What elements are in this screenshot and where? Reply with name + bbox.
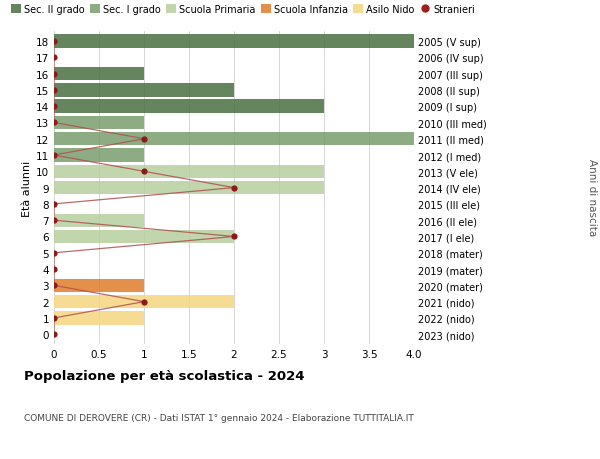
Bar xyxy=(54,295,234,308)
Text: Popolazione per età scolastica - 2024: Popolazione per età scolastica - 2024 xyxy=(24,369,305,382)
Bar xyxy=(54,230,234,244)
Y-axis label: Età alunni: Età alunni xyxy=(22,160,32,216)
Text: COMUNE DI DEROVERE (CR) - Dati ISTAT 1° gennaio 2024 - Elaborazione TUTTITALIA.I: COMUNE DI DEROVERE (CR) - Dati ISTAT 1° … xyxy=(24,413,414,422)
Legend: Sec. II grado, Sec. I grado, Scuola Primaria, Scuola Infanzia, Asilo Nido, Stran: Sec. II grado, Sec. I grado, Scuola Prim… xyxy=(11,5,475,15)
Bar xyxy=(54,117,144,130)
Bar xyxy=(54,279,144,292)
Bar xyxy=(54,149,144,162)
Bar xyxy=(54,133,414,146)
Bar xyxy=(54,214,144,227)
Text: Anni di nascita: Anni di nascita xyxy=(587,159,597,236)
Bar xyxy=(54,312,144,325)
Bar xyxy=(54,68,144,81)
Bar xyxy=(54,165,324,179)
Bar xyxy=(54,181,324,195)
Bar xyxy=(54,84,234,97)
Bar xyxy=(54,100,324,113)
Bar xyxy=(54,35,414,49)
